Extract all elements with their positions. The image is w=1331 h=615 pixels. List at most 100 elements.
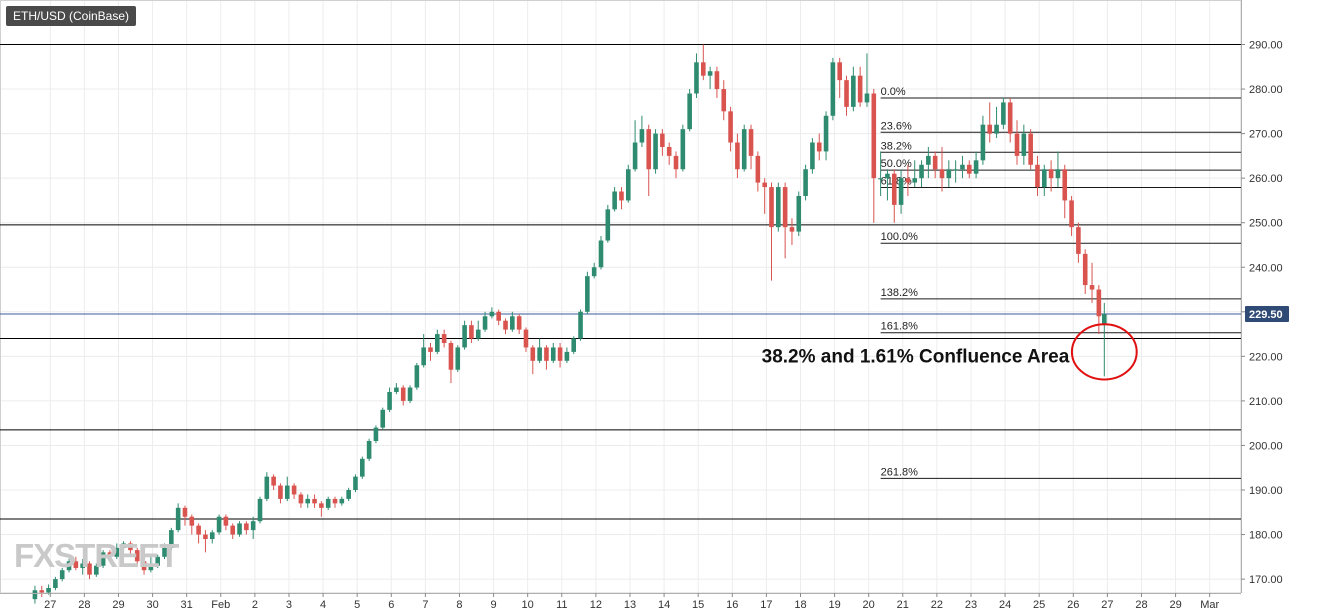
candle-body [564,351,570,361]
candle-body [503,320,508,330]
candle-body [632,142,638,170]
candle [325,496,331,511]
candle-body [39,590,45,593]
candle [816,133,822,161]
candle-body [244,523,249,531]
candle-body [1096,289,1102,317]
candle [966,160,972,179]
candle-body [885,173,890,179]
candle-body [625,169,631,201]
candle [578,309,583,341]
candle-body [789,227,795,232]
candle [407,385,413,404]
candle [1082,249,1088,294]
candle-body [373,427,379,441]
candle-body [448,342,454,370]
candle [994,106,999,139]
x-tick-label: 14 [658,599,670,611]
candle-body [1076,227,1081,254]
last-price-badge [1245,306,1289,323]
candle-body [1055,169,1061,179]
x-tick-label: 28 [78,599,90,611]
candle [871,89,877,223]
candle [571,336,577,355]
candle-body [107,552,113,557]
candle-body [250,521,256,531]
candle-body [128,543,133,551]
candle [1055,151,1061,188]
candle-body [816,142,822,152]
candle-body [694,62,699,94]
candle-body [680,129,686,170]
candle [762,178,767,214]
candle-body [237,523,242,535]
candle-body [216,516,222,533]
candle-body [810,142,815,170]
candle [319,501,324,517]
x-tick-label: 27 [44,599,56,611]
x-tick-label: 29 [112,599,124,611]
candle-body [414,365,420,388]
candle-body [175,507,181,531]
candle-body [776,187,781,228]
candle [482,311,488,332]
candle-body [435,334,440,352]
candle-body [721,89,727,112]
candle-body [496,311,501,321]
candle [250,516,256,540]
candle-body [585,276,590,312]
candle [1102,302,1107,377]
candle [148,556,154,573]
candle [980,115,986,165]
candle-body [407,387,413,401]
candle [169,527,174,551]
candle-body [646,129,652,170]
candle-body [803,169,808,196]
candle-body [32,590,38,600]
candle-body [482,316,488,330]
y-tick-label: 200.00 [1249,440,1283,452]
candle-body [864,93,870,103]
fib-level-label: 0.0% [881,86,906,98]
candle-body [278,485,283,499]
x-tick-label: 27 [1101,599,1113,611]
candle-body [598,240,604,268]
candle-body [162,547,167,557]
candle [735,133,740,179]
candle [1041,164,1047,196]
candle [182,505,188,526]
candle-body [735,142,740,170]
candle [1021,124,1027,165]
candle [803,164,808,201]
candle [844,75,849,116]
candle [741,124,747,172]
candle-body [973,160,979,174]
fib-level-label: 38.2% [881,140,912,152]
candle-body [782,187,788,228]
candle-body [960,164,965,170]
candle-body [571,338,577,352]
candle-body [926,155,931,165]
x-tick-label: 15 [692,599,704,611]
fib-level-label: 161.8% [881,321,919,333]
candle-body [196,525,201,535]
candle [851,66,856,112]
candle-body [80,563,85,568]
candle [796,191,802,237]
candle [605,204,611,243]
candle [387,387,392,413]
candle [100,550,106,568]
candle [32,585,38,604]
candle-body [980,124,986,161]
candle-body [919,164,924,179]
horizontal-levels [0,44,1241,520]
candle [898,169,904,214]
candle-body [537,347,542,361]
candle [435,329,440,355]
candle-body [475,329,481,339]
candle [441,329,447,348]
candle [721,80,727,121]
x-tick-label: 19 [828,599,840,611]
x-tick-label: 2 [252,599,258,611]
candle-body [291,485,297,495]
